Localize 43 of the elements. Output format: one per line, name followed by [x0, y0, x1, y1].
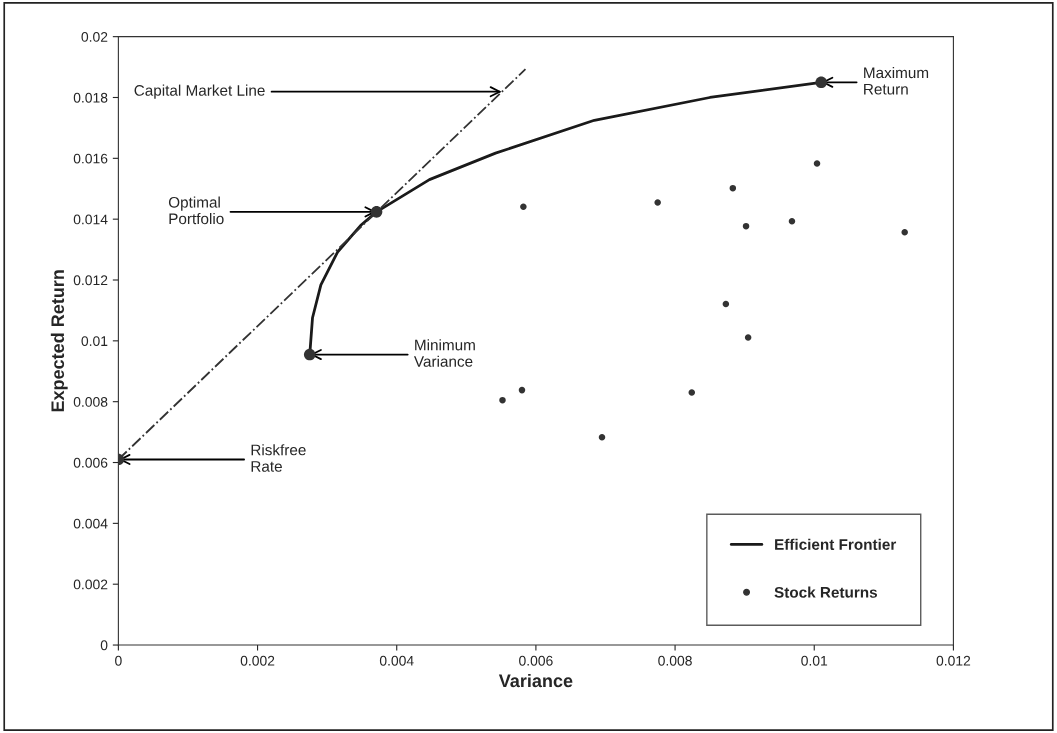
y-tick-label: 0.008: [73, 397, 108, 407]
legend-label: Stock Returns: [774, 586, 877, 598]
point: [901, 228, 908, 236]
annotation: Optimal Portfolio: [168, 196, 224, 225]
y-tick-label: 0.012: [73, 275, 108, 286]
point: [742, 222, 750, 230]
annotation: Riskfree Rate: [251, 444, 306, 472]
point: [499, 396, 506, 404]
point: [813, 160, 821, 167]
point: [303, 348, 316, 361]
y-tick-label: 0.014: [73, 214, 108, 225]
point: [520, 203, 527, 210]
point: [598, 434, 606, 441]
y-tick-label: 0.02: [81, 31, 108, 42]
annotation: Maximum Return: [864, 66, 929, 95]
y-tick-label: 0.016: [73, 153, 108, 164]
annotation: Capital Market Line: [134, 84, 265, 99]
y-tick-label: 0.018: [73, 92, 108, 103]
y-tick-label: 0.004: [73, 518, 108, 529]
x-tick-label: 0.004: [379, 655, 414, 666]
x-tick-label: 0.01: [801, 655, 828, 666]
x-tick-label: 0: [115, 655, 122, 666]
point: [729, 184, 737, 192]
point: [744, 334, 752, 341]
x-tick-label: 0.006: [519, 655, 553, 666]
point: [654, 199, 661, 206]
x-axis-title: Variance: [498, 673, 573, 688]
point: [788, 218, 796, 225]
y-tick-label: 0.006: [73, 457, 108, 468]
x-tick-label: 0.008: [658, 655, 692, 666]
y-tick-label: 0.002: [73, 579, 108, 590]
point: [722, 300, 730, 308]
point: [518, 386, 526, 394]
x-tick-label: 0.012: [936, 655, 971, 666]
y-axis-title: Expected Return: [50, 270, 68, 412]
y-tick-label: 0: [100, 640, 108, 651]
x-tick-label: 0.002: [240, 655, 275, 666]
point: [370, 206, 383, 218]
annotation: Minimum Variance: [413, 339, 475, 367]
y-tick-label: 0.01: [81, 336, 108, 347]
point: [688, 389, 696, 396]
point: [815, 76, 828, 89]
legend-label: Efficient Frontier: [775, 538, 897, 550]
